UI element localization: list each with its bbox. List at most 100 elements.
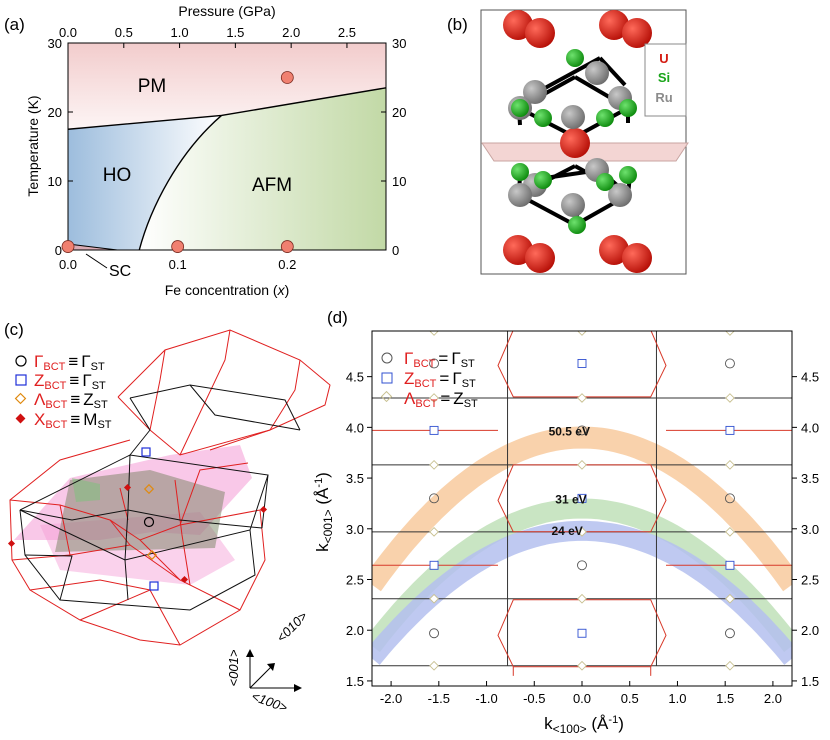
- z-marker: [577, 359, 587, 368]
- lambda-marker: [725, 393, 735, 403]
- pressure-tick-label: 2.5: [338, 25, 356, 40]
- ho-afm-boundary: [138, 114, 222, 251]
- panel-d: (d) -2.0 -1.5 -1.0 -0.5 0.0 0.5 1.0 1.5 2.0 1.5 1.…: [313, 308, 819, 736]
- lambda-marker: [725, 460, 735, 470]
- pink-plane: [14, 445, 252, 540]
- panel-c: (c): [4, 320, 331, 715]
- phase-regions: [68, 43, 386, 250]
- y-tick-label-left: 4.5: [346, 370, 364, 385]
- bct-zone-red: [9, 329, 331, 646]
- ruthenium-atom: [585, 61, 609, 85]
- pressure-tick-label: 2.0: [282, 25, 300, 40]
- y-tick-label-right: 0: [392, 243, 399, 258]
- direction-axes: <001> <010> <100>: [226, 608, 310, 715]
- panel-a-frame: [67, 42, 387, 251]
- ho-label: HO: [103, 165, 132, 186]
- panel-d-legend: ΓBCT = ΓST ZBCT = ΓST ΛBCT = ZST: [380, 349, 478, 410]
- legend-z-marker: [15, 374, 27, 386]
- data-point: [171, 240, 185, 253]
- energy-arc: [372, 426, 792, 592]
- y-tick-label-right: 4.5: [801, 370, 819, 385]
- x-point-right: [259, 505, 268, 514]
- pressure-tick-label: 1.0: [171, 25, 189, 40]
- y-tick-label-left: 10: [48, 174, 62, 189]
- z-point: [141, 447, 151, 457]
- y-tick-label-left: 0: [55, 243, 62, 258]
- data-point: [280, 71, 294, 84]
- panel-b: (b) U Si Ru: [447, 9, 689, 275]
- ruthenium-atom: [608, 183, 632, 207]
- legend-row-x: XBCT ≡ MST: [34, 410, 112, 431]
- st-zone-black: [19, 384, 301, 611]
- ruthenium-atom: [561, 193, 585, 217]
- legend-row-lambda: ΛBCT ≡ ZST: [34, 390, 108, 411]
- axis-010-head: [267, 663, 275, 671]
- bct-hexagon: [497, 331, 667, 398]
- bond: [598, 56, 627, 87]
- gamma-marker: [429, 358, 439, 369]
- element-legend: [644, 43, 687, 117]
- legend-row-z: ZBCT ≡ ΓST: [34, 371, 106, 392]
- legend-row-gamma: ΓBCT ≡ ΓST: [34, 352, 105, 373]
- uranium-atom: [525, 243, 555, 273]
- x-point-left: [7, 539, 16, 548]
- legend-si: Si: [658, 70, 670, 85]
- axis-001-label: <001>: [226, 649, 241, 686]
- gamma-marker: [577, 425, 587, 436]
- x-tick-label: -1.5: [428, 691, 450, 706]
- legend-x-marker: [15, 413, 26, 424]
- x-tick-label: 0.0: [573, 691, 591, 706]
- legend-circle-marker: [381, 352, 393, 364]
- x-tick-label: 1.5: [716, 691, 734, 706]
- legend-gamma-marker: [15, 355, 27, 367]
- z-point-lower: [149, 581, 159, 591]
- panel-b-label: (b): [447, 15, 468, 34]
- lambda-marker: [577, 660, 587, 671]
- lambda-marker: [577, 460, 587, 470]
- gamma-marker: [725, 628, 735, 639]
- green-plane: [72, 478, 100, 502]
- y-tick-label-left: 30: [48, 36, 62, 51]
- silicon-atom: [596, 109, 614, 127]
- high-symmetry-points: [7, 447, 268, 591]
- y-tick-label-left: 2.0: [346, 623, 364, 638]
- x-point: [123, 483, 132, 492]
- uranium-atom: [622, 18, 652, 48]
- legend-diamond-marker: [380, 390, 393, 403]
- axis-100-head: [294, 684, 302, 692]
- panel-a-label: (a): [4, 15, 25, 34]
- z-marker: [577, 493, 587, 503]
- silicon-atom: [619, 166, 637, 184]
- bct-hexagon: [497, 464, 667, 533]
- y-tick-label-left: 20: [48, 105, 62, 120]
- lambda-marker: [429, 460, 439, 470]
- sc-label: SC: [109, 263, 131, 280]
- x-tick-label: 0.5: [621, 691, 639, 706]
- panel-d-label: (d): [327, 308, 348, 327]
- x-tick-label: -2.0: [380, 691, 402, 706]
- temperature-axis-title: Temperature (K): [25, 95, 41, 196]
- y-tick-label-right: 4.0: [801, 420, 819, 435]
- silicon-atom: [534, 109, 552, 127]
- axis-100-label: <100>: [250, 688, 290, 715]
- gamma-marker: [725, 358, 735, 369]
- bct-hexagon: [497, 599, 667, 668]
- fe-axis-title: Fe concentration (x): [165, 282, 290, 298]
- z-marker: [429, 425, 439, 435]
- axis-010-label: <010>: [274, 608, 311, 645]
- z-marker: [725, 560, 735, 570]
- lambda-marker: [725, 660, 735, 671]
- afm-region: [139, 87, 386, 250]
- axis-001-head: [246, 649, 254, 657]
- pressure-tick-label: 1.5: [226, 25, 244, 40]
- z-marker: [429, 560, 439, 570]
- silicon-atom: [511, 99, 529, 117]
- gamma-marker: [577, 560, 587, 571]
- lambda-point: [143, 483, 155, 495]
- lambda-marker: [429, 331, 439, 336]
- silicon-atom: [568, 216, 586, 234]
- sc-pointer: [85, 253, 108, 269]
- legend-d-z: ZBCT = ΓST: [404, 369, 476, 390]
- z-marker: [577, 628, 587, 638]
